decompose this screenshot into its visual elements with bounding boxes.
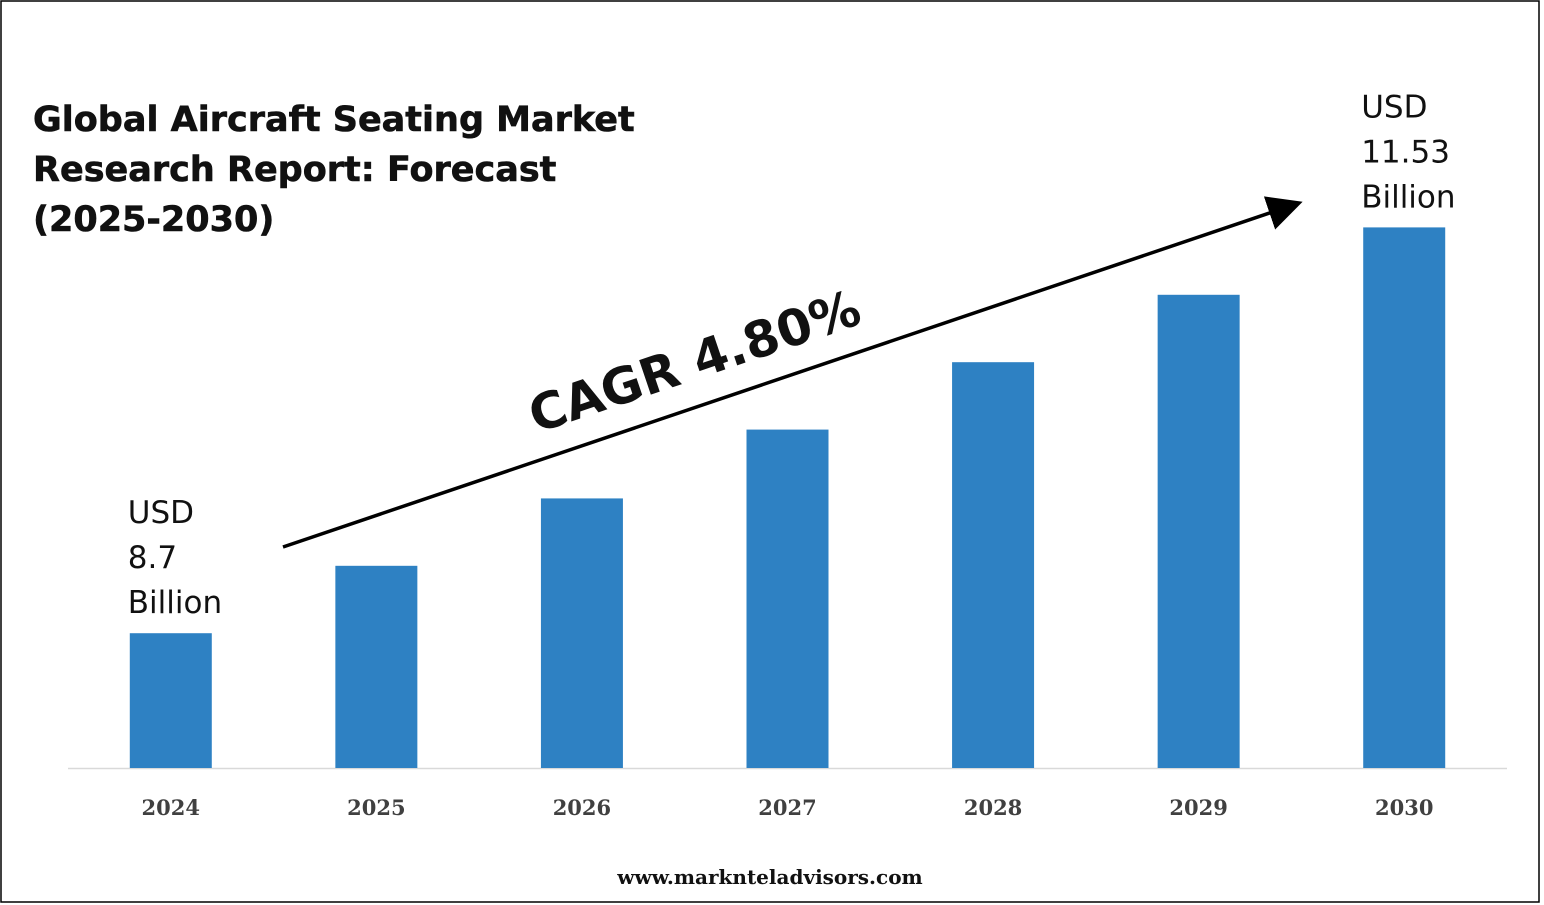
x-tick-label: 2030	[1375, 795, 1433, 820]
x-tick-label: 2028	[964, 795, 1022, 820]
chart-title: (2025-2030)	[33, 200, 274, 240]
bar	[129, 633, 212, 768]
chart-title: Global Aircraft Seating Market	[33, 100, 635, 140]
value-label: USD	[128, 495, 194, 531]
value-label: 11.53	[1361, 134, 1450, 170]
value-label: USD	[1361, 89, 1427, 125]
bar	[540, 498, 623, 768]
bar	[335, 565, 418, 768]
bar	[952, 362, 1035, 768]
x-tick-label: 2025	[347, 795, 405, 820]
x-tick-label: 2029	[1169, 795, 1227, 820]
chart-title: Research Report: Forecast	[33, 150, 556, 190]
cagr-arrow	[282, 196, 1303, 549]
value-label: 8.7	[128, 540, 177, 576]
x-tick-label: 2026	[553, 795, 611, 820]
bar	[1157, 294, 1240, 768]
source: www.marknteladvisors.com	[616, 865, 922, 889]
value-label: Billion	[1361, 179, 1455, 215]
bar	[1363, 227, 1446, 768]
x-tick-label: 2024	[142, 795, 200, 820]
bar	[746, 429, 829, 768]
value-label: Billion	[128, 585, 222, 621]
x-tick-label: 2027	[758, 795, 816, 820]
